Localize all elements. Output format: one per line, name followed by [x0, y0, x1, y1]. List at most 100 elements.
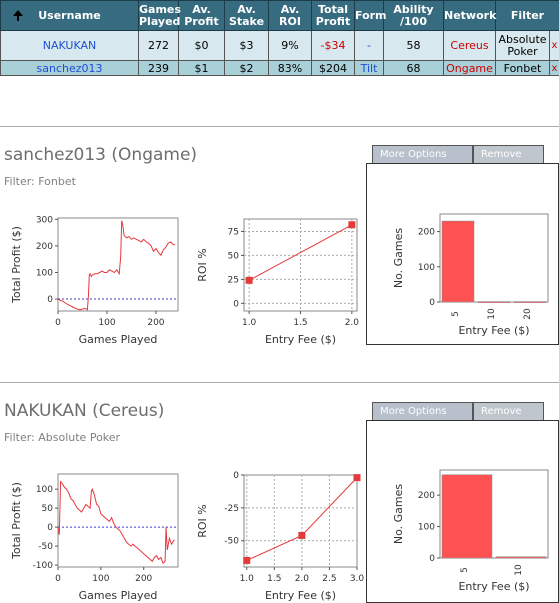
column-header-form[interactable]: Form [354, 0, 387, 31]
x-axis-title: Entry Fee ($) [265, 333, 336, 346]
data-point [353, 474, 361, 482]
x-tick-label: 10 [487, 308, 497, 320]
plot-area [57, 473, 179, 568]
remove-row-button[interactable]: x [548, 60, 559, 76]
x-tick-label: 20 [523, 308, 533, 320]
y-tick-label: -50 [224, 537, 239, 547]
column-header-total-profit[interactable]: Total Profit [311, 0, 355, 31]
games-played-cell: 239 [138, 60, 179, 76]
x-axis-title: Entry Fee ($) [265, 589, 336, 602]
series-line [57, 220, 176, 311]
remove-tab[interactable]: Remove [473, 145, 544, 163]
x-tick-label: 1.5 [267, 574, 281, 584]
games-played-cell: 272 [138, 30, 179, 61]
username-link[interactable]: NAKUKAN [0, 30, 139, 61]
panel-filter-label: Filter: Fonbet [4, 175, 76, 188]
y-axis-title: Total Profit ($) [10, 226, 23, 304]
x-tick-label: 1.0 [240, 574, 255, 584]
plot-area [57, 217, 179, 312]
x-tick-label: 10 [514, 564, 524, 576]
bar [477, 301, 511, 303]
username-link[interactable]: sanchez013 [0, 60, 139, 76]
x-tick-label: 1.0 [242, 318, 257, 328]
column-header-games-played[interactable]: Games Played [138, 0, 181, 31]
y-tick-label: 0 [47, 523, 53, 533]
y-tick-label: 0 [429, 554, 435, 564]
y-tick-label: 100 [418, 523, 435, 533]
x-tick-label: 3.0 [350, 574, 365, 584]
x-tick-label: 2.0 [295, 574, 310, 584]
y-tick-label: 100 [36, 268, 53, 278]
x-tick-label: 100 [98, 318, 115, 328]
y-tick-label: 0 [233, 471, 239, 481]
y-axis-title: Total Profit ($) [10, 482, 23, 560]
y-tick-label: -50 [38, 542, 53, 552]
column-header-ability[interactable]: Ability /100 [383, 0, 444, 31]
av-roi-cell: 9% [268, 30, 312, 61]
column-header-av-roi[interactable]: Av. ROI [268, 0, 312, 31]
y-tick-label: 300 [36, 215, 53, 225]
x-tick-label: 0 [55, 318, 61, 328]
series-line [57, 480, 175, 565]
bar [513, 301, 547, 303]
y-tick-label: 25 [228, 275, 239, 285]
total-profit-cell: -$34 [311, 30, 355, 61]
x-tick-label: 5 [460, 567, 470, 573]
column-header-network[interactable]: Network [443, 0, 496, 31]
form-cell: - [354, 30, 384, 61]
column-header-av-stake[interactable]: Av. Stake [224, 0, 269, 31]
y-axis-title: No. Games [392, 484, 405, 545]
x-tick-label: 200 [135, 574, 152, 584]
column-header-av-profit[interactable]: Av. Profit [178, 0, 225, 31]
y-tick-label: -100 [33, 561, 54, 571]
y-tick-label: 0 [233, 299, 239, 309]
total-profit-cell: $204 [311, 60, 355, 76]
x-axis-title: Games Played [79, 589, 158, 602]
y-tick-label: 0 [47, 295, 53, 305]
y-axis-title: ROI % [196, 248, 209, 282]
av-roi-cell: 83% [268, 60, 312, 76]
series-line [248, 224, 353, 281]
panel-title: sanchez013 (Ongame) [4, 145, 198, 165]
column-header-filter[interactable]: Filter [494, 0, 559, 31]
table-row[interactable]: NAKUKAN 272 $0 $3 9% -$34 - 58 Cereus Ab… [0, 30, 559, 61]
av-stake-cell: $3 [224, 30, 269, 61]
x-tick-label: 2.0 [345, 318, 360, 328]
bar [441, 220, 475, 303]
panel-divider [0, 126, 559, 127]
remove-row-button[interactable]: x [548, 30, 559, 61]
sort-arrow-icon[interactable] [13, 10, 23, 21]
table-row[interactable]: sanchez013 239 $1 $2 83% $204 Tilt 68 On… [0, 60, 559, 76]
av-profit-cell: $0 [178, 30, 225, 61]
x-tick-label: 1.5 [293, 318, 307, 328]
x-tick-label: 200 [147, 318, 164, 328]
x-axis-title: Entry Fee ($) [458, 580, 529, 593]
data-point [298, 531, 306, 539]
y-tick-label: 200 [418, 491, 435, 501]
y-tick-label: 200 [418, 228, 435, 238]
column-header-username[interactable]: Username [0, 0, 139, 31]
y-tick-label: 100 [418, 263, 435, 273]
more-options-tab[interactable]: More Options [372, 402, 473, 420]
remove-tab[interactable]: Remove [473, 402, 544, 420]
x-axis-title: Entry Fee ($) [458, 324, 529, 337]
y-tick-label: 0 [429, 298, 435, 308]
games-chart: 0 100 200 5 10 Entry Fee ($) No. Games [392, 469, 549, 593]
x-tick-label: 2.5 [322, 574, 336, 584]
roi-chart: 1.0 1.5 2.0 2.5 3.0 -50 -25 0 Entry Fee ($) ROI % [196, 471, 365, 602]
y-tick-label: 100 [36, 485, 53, 495]
panel-divider [0, 382, 559, 383]
y-tick-label: 50 [42, 504, 54, 514]
more-options-tab[interactable]: More Options [372, 145, 473, 163]
filter-cell: Fonbet [495, 60, 550, 76]
x-tick-label: 5 [451, 311, 461, 317]
network-cell: Cereus [443, 30, 496, 61]
header-row: Username Games Played Av. Profit Av. Stake … [0, 0, 559, 31]
data-point [348, 221, 356, 229]
y-axis-title: ROI % [196, 504, 209, 538]
x-tick-label: 100 [92, 574, 109, 584]
data-point [245, 276, 253, 284]
y-axis-title: No. Games [392, 228, 405, 289]
y-tick-label: -25 [224, 504, 239, 514]
data-point [243, 556, 251, 564]
